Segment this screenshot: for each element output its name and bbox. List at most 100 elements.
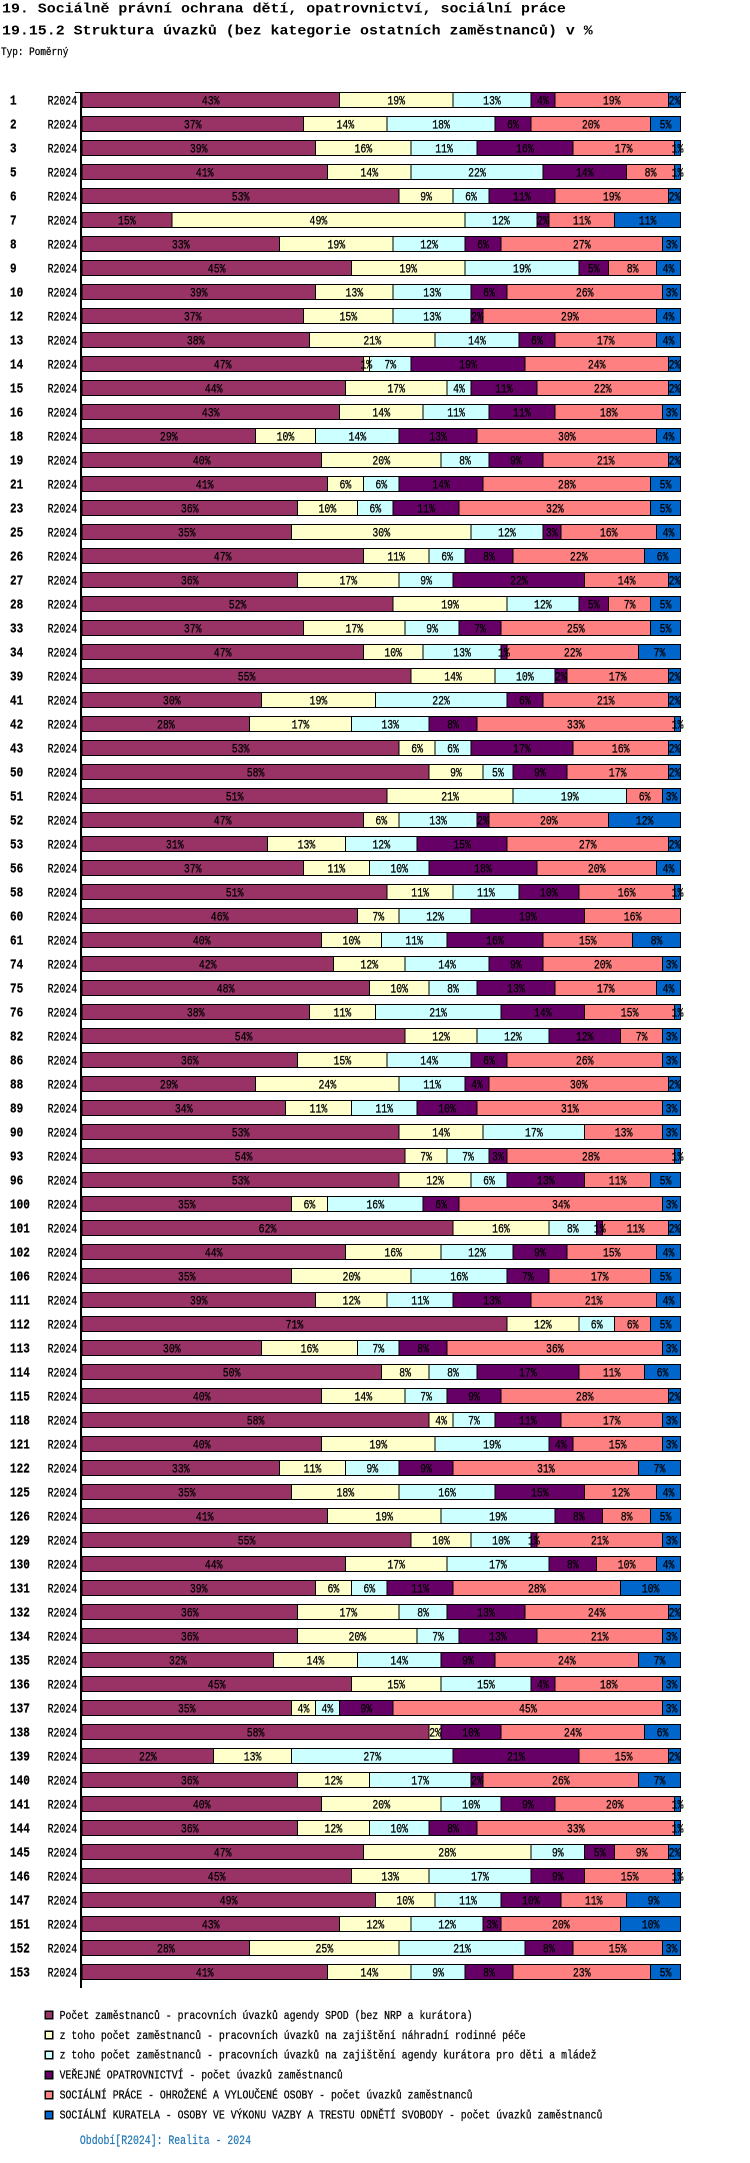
svg-text:31%: 31% bbox=[561, 1101, 579, 1116]
svg-text:12%: 12% bbox=[576, 1029, 594, 1044]
svg-text:6%: 6% bbox=[657, 1365, 669, 1380]
svg-text:R2024: R2024 bbox=[48, 94, 78, 109]
svg-text:40%: 40% bbox=[193, 1437, 211, 1452]
svg-text:27%: 27% bbox=[363, 1749, 381, 1764]
svg-text:9%: 9% bbox=[450, 765, 462, 780]
svg-text:17%: 17% bbox=[597, 333, 615, 348]
svg-text:16%: 16% bbox=[618, 885, 636, 900]
svg-text:24%: 24% bbox=[588, 357, 606, 372]
svg-text:53%: 53% bbox=[232, 1173, 250, 1188]
svg-text:2%: 2% bbox=[471, 309, 483, 324]
svg-text:25%: 25% bbox=[567, 621, 585, 636]
svg-text:10: 10 bbox=[10, 287, 23, 302]
svg-text:28%: 28% bbox=[438, 1845, 456, 1860]
svg-text:137: 137 bbox=[10, 1703, 30, 1718]
svg-text:75: 75 bbox=[10, 983, 23, 998]
svg-text:8%: 8% bbox=[573, 1509, 585, 1524]
svg-text:17%: 17% bbox=[597, 981, 615, 996]
svg-text:R2024: R2024 bbox=[48, 1750, 78, 1765]
svg-text:17%: 17% bbox=[411, 1773, 429, 1788]
svg-text:18%: 18% bbox=[474, 861, 492, 876]
svg-text:21%: 21% bbox=[441, 789, 459, 804]
svg-text:R2024: R2024 bbox=[48, 1366, 78, 1381]
svg-text:11%: 11% bbox=[375, 1101, 393, 1116]
svg-text:10%: 10% bbox=[522, 1893, 540, 1908]
svg-text:9%: 9% bbox=[534, 765, 546, 780]
svg-text:76: 76 bbox=[10, 1007, 23, 1022]
svg-text:3%: 3% bbox=[666, 1341, 678, 1356]
svg-text:13%: 13% bbox=[453, 645, 471, 660]
svg-text:17%: 17% bbox=[489, 1557, 507, 1572]
svg-text:28%: 28% bbox=[528, 1581, 546, 1596]
svg-text:31%: 31% bbox=[166, 837, 184, 852]
svg-text:2%: 2% bbox=[555, 669, 567, 684]
svg-text:20%: 20% bbox=[552, 1917, 570, 1932]
svg-text:15: 15 bbox=[10, 383, 23, 398]
svg-text:25%: 25% bbox=[316, 1941, 334, 1956]
svg-text:22%: 22% bbox=[468, 165, 486, 180]
svg-text:R2024: R2024 bbox=[48, 1918, 78, 1933]
svg-text:21%: 21% bbox=[591, 1533, 609, 1548]
svg-text:17%: 17% bbox=[519, 1365, 537, 1380]
svg-text:4%: 4% bbox=[663, 429, 675, 444]
svg-text:15%: 15% bbox=[334, 1053, 352, 1068]
svg-text:7%: 7% bbox=[654, 1653, 666, 1668]
svg-text:11%: 11% bbox=[304, 1461, 322, 1476]
svg-text:7%: 7% bbox=[372, 1341, 384, 1356]
svg-text:R2024: R2024 bbox=[48, 1294, 78, 1309]
svg-text:13%: 13% bbox=[298, 837, 316, 852]
svg-text:2%: 2% bbox=[669, 1221, 681, 1236]
svg-text:19%: 19% bbox=[603, 93, 621, 108]
svg-text:60: 60 bbox=[10, 911, 23, 926]
svg-text:3%: 3% bbox=[666, 957, 678, 972]
svg-text:28: 28 bbox=[10, 599, 23, 614]
svg-text:3%: 3% bbox=[666, 1413, 678, 1428]
svg-text:R2024: R2024 bbox=[48, 1270, 78, 1285]
svg-text:11%: 11% bbox=[417, 501, 435, 516]
svg-text:14%: 14% bbox=[307, 1653, 325, 1668]
svg-text:3%: 3% bbox=[666, 237, 678, 252]
svg-text:6: 6 bbox=[10, 191, 17, 206]
svg-text:3%: 3% bbox=[666, 1437, 678, 1452]
svg-text:4%: 4% bbox=[663, 261, 675, 276]
svg-text:19%: 19% bbox=[441, 597, 459, 612]
svg-text:37%: 37% bbox=[184, 621, 202, 636]
svg-text:R2024: R2024 bbox=[48, 1054, 78, 1069]
svg-text:16%: 16% bbox=[516, 141, 534, 156]
svg-text:R2024: R2024 bbox=[48, 1534, 78, 1549]
svg-text:12%: 12% bbox=[366, 1917, 384, 1932]
svg-text:35%: 35% bbox=[178, 1701, 196, 1716]
svg-text:8%: 8% bbox=[543, 1941, 555, 1956]
svg-text:42: 42 bbox=[10, 719, 23, 734]
svg-text:18: 18 bbox=[10, 431, 23, 446]
svg-text:145: 145 bbox=[10, 1847, 30, 1862]
svg-text:106: 106 bbox=[10, 1271, 30, 1286]
svg-text:22%: 22% bbox=[570, 549, 588, 564]
svg-text:22%: 22% bbox=[510, 573, 528, 588]
svg-text:1%: 1% bbox=[672, 141, 684, 156]
svg-text:11%: 11% bbox=[477, 885, 495, 900]
svg-text:15%: 15% bbox=[609, 1437, 627, 1452]
svg-text:3%: 3% bbox=[492, 1149, 504, 1164]
svg-text:R2024: R2024 bbox=[48, 1462, 78, 1477]
svg-text:7%: 7% bbox=[636, 1029, 648, 1044]
svg-text:58: 58 bbox=[10, 887, 23, 902]
svg-text:11%: 11% bbox=[411, 1581, 429, 1596]
svg-text:24%: 24% bbox=[319, 1077, 337, 1092]
svg-text:88: 88 bbox=[10, 1079, 23, 1094]
svg-text:R2024: R2024 bbox=[48, 1510, 78, 1525]
svg-text:10%: 10% bbox=[438, 1101, 456, 1116]
svg-text:9%: 9% bbox=[636, 1845, 648, 1860]
svg-text:4%: 4% bbox=[435, 1413, 447, 1428]
svg-text:3%: 3% bbox=[666, 1701, 678, 1716]
svg-text:8%: 8% bbox=[621, 1509, 633, 1524]
svg-text:R2024: R2024 bbox=[48, 454, 78, 469]
svg-text:36%: 36% bbox=[546, 1341, 564, 1356]
svg-text:33: 33 bbox=[10, 623, 23, 638]
svg-text:8%: 8% bbox=[417, 1605, 429, 1620]
svg-text:2%: 2% bbox=[669, 357, 681, 372]
svg-text:17%: 17% bbox=[292, 717, 310, 732]
svg-text:6%: 6% bbox=[411, 741, 423, 756]
svg-text:37%: 37% bbox=[184, 861, 202, 876]
svg-text:19%: 19% bbox=[459, 357, 477, 372]
